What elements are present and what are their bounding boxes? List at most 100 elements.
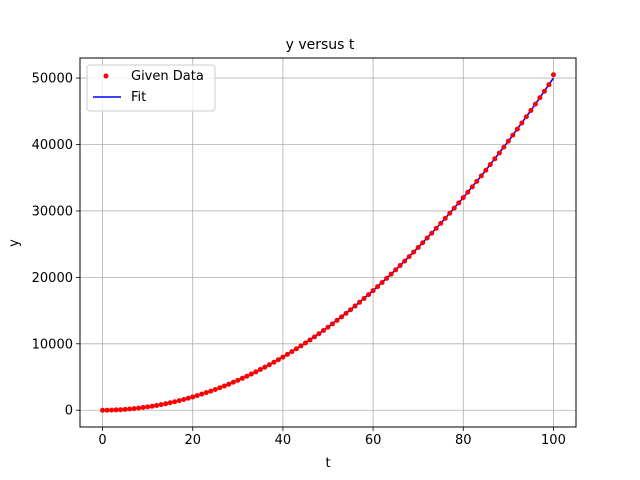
- data-point: [185, 395, 191, 401]
- data-point: [406, 254, 412, 260]
- data-point: [298, 343, 304, 349]
- data-point: [460, 195, 466, 201]
- data-point: [320, 327, 326, 333]
- data-point: [465, 189, 471, 195]
- data-point: [447, 210, 453, 216]
- y-tick-label: 0: [65, 404, 73, 419]
- x-tick-label: 40: [275, 433, 292, 448]
- data-point: [505, 138, 511, 144]
- data-point: [212, 386, 218, 392]
- data-point: [104, 407, 110, 413]
- data-point: [181, 396, 187, 402]
- data-point: [325, 324, 331, 330]
- data-point: [384, 275, 390, 281]
- data-point: [348, 307, 354, 313]
- data-point: [163, 401, 169, 407]
- data-point: [532, 101, 538, 107]
- data-point: [537, 95, 543, 101]
- x-tick-label: 100: [541, 433, 566, 448]
- data-point: [118, 407, 124, 413]
- data-point: [411, 249, 417, 255]
- x-axis-ticks: 0 20 40 60 80 100: [98, 427, 566, 448]
- data-point: [366, 292, 372, 298]
- data-point: [397, 263, 403, 269]
- data-point: [293, 346, 299, 352]
- data-point: [167, 400, 173, 406]
- data-point: [122, 406, 128, 412]
- data-point: [375, 284, 381, 290]
- data-point: [221, 383, 227, 389]
- data-point: [523, 114, 529, 120]
- data-point: [100, 407, 106, 413]
- data-point: [361, 295, 367, 301]
- data-point: [271, 359, 277, 365]
- y-tick-label: 20000: [32, 271, 73, 286]
- data-point: [149, 403, 155, 409]
- x-tick-label: 20: [184, 433, 201, 448]
- data-point: [433, 225, 439, 231]
- data-point: [275, 357, 281, 363]
- data-point: [284, 351, 290, 357]
- data-point: [343, 310, 349, 316]
- data-point: [388, 271, 394, 277]
- data-point: [199, 391, 205, 397]
- x-tick-label: 60: [365, 433, 382, 448]
- data-point: [302, 340, 308, 346]
- legend: Given Data Fit: [86, 64, 216, 112]
- data-point: [311, 334, 317, 340]
- data-point: [154, 402, 160, 408]
- data-point: [402, 258, 408, 264]
- data-point: [393, 267, 399, 273]
- y-tick-label: 10000: [32, 337, 73, 352]
- data-point: [257, 367, 263, 373]
- data-point: [136, 405, 142, 411]
- data-point: [316, 331, 322, 337]
- data-point: [176, 398, 182, 404]
- legend-box: [86, 64, 216, 112]
- data-point: [514, 126, 520, 132]
- legend-marker-given-data: [103, 73, 109, 79]
- data-point: [248, 371, 254, 377]
- data-point: [438, 220, 444, 226]
- data-point: [478, 173, 484, 179]
- y-axis-label: y: [7, 239, 22, 247]
- data-point: [496, 150, 502, 156]
- data-point: [492, 156, 498, 162]
- data-point: [239, 375, 245, 381]
- data-point: [190, 394, 196, 400]
- data-point: [510, 132, 516, 138]
- data-point: [501, 144, 507, 150]
- data-point: [334, 317, 340, 323]
- data-point: [429, 230, 435, 236]
- data-point: [109, 407, 115, 413]
- data-point: [208, 388, 214, 394]
- data-point: [487, 162, 493, 168]
- y-axis-ticks: 0 10000 20000 30000 40000 50000: [32, 72, 80, 419]
- data-point: [541, 88, 547, 94]
- y-tick-label: 30000: [32, 204, 73, 219]
- data-point: [244, 373, 250, 379]
- data-point: [379, 280, 385, 286]
- grid: [80, 58, 576, 427]
- data-point: [280, 354, 286, 360]
- data-point: [546, 82, 552, 88]
- data-point: [420, 240, 426, 246]
- data-point: [451, 205, 457, 211]
- data-point: [140, 405, 146, 411]
- data-point: [158, 402, 164, 408]
- data-point: [131, 406, 137, 412]
- data-point: [266, 362, 272, 368]
- data-point: [415, 244, 421, 250]
- data-point: [469, 184, 475, 190]
- data-point: [442, 215, 448, 221]
- plot-area-frame: [79, 57, 577, 428]
- data-point: [194, 393, 200, 399]
- data-point: [127, 406, 133, 412]
- legend-label-fit: Fit: [131, 90, 146, 105]
- data-point: [456, 200, 462, 206]
- data-point: [528, 107, 534, 113]
- y-tick-label: 40000: [32, 138, 73, 153]
- data-point: [307, 337, 313, 343]
- data-point: [226, 381, 232, 387]
